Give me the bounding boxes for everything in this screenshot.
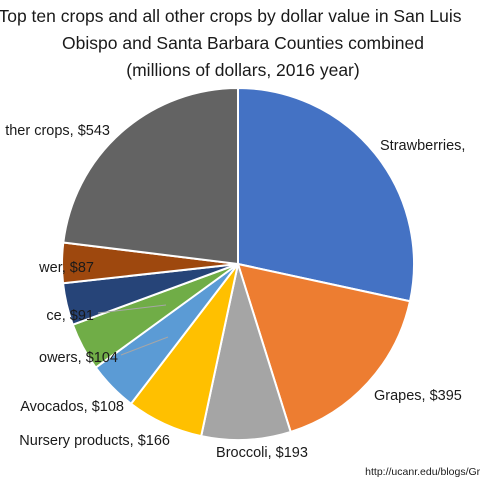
slice-label-8: wer, $87	[38, 260, 94, 276]
slice-label-7: ce, $91	[46, 308, 94, 324]
chart-title-line-2: Obispo and Santa Barbara Counties combin…	[62, 33, 424, 53]
slice-label-6: owers, $104	[39, 350, 118, 366]
pie-slice-2	[236, 262, 412, 434]
chart-title-line-1: Top ten crops and all other crops by dol…	[0, 6, 462, 26]
slice-label-3: Broccoli, $193	[216, 445, 308, 461]
leader-line-7	[97, 304, 167, 314]
slice-label-1: Strawberries,	[380, 138, 465, 154]
slice-label-4: Nursery products, $166	[19, 433, 170, 449]
slice-label-5: Avocados, $108	[20, 399, 124, 415]
pie-slice-9	[62, 86, 239, 266]
source-url: http://ucanr.edu/blogs/Gra	[365, 466, 480, 478]
slice-label-9: ther crops, $543	[5, 123, 110, 139]
chart-title-line-3: (millions of dollars, 2016 year)	[126, 60, 360, 80]
pie-slice-1	[237, 86, 415, 303]
pie-slice-3	[200, 260, 292, 441]
slice-label-2: Grapes, $395	[374, 388, 462, 404]
leader-line-6	[120, 336, 169, 356]
